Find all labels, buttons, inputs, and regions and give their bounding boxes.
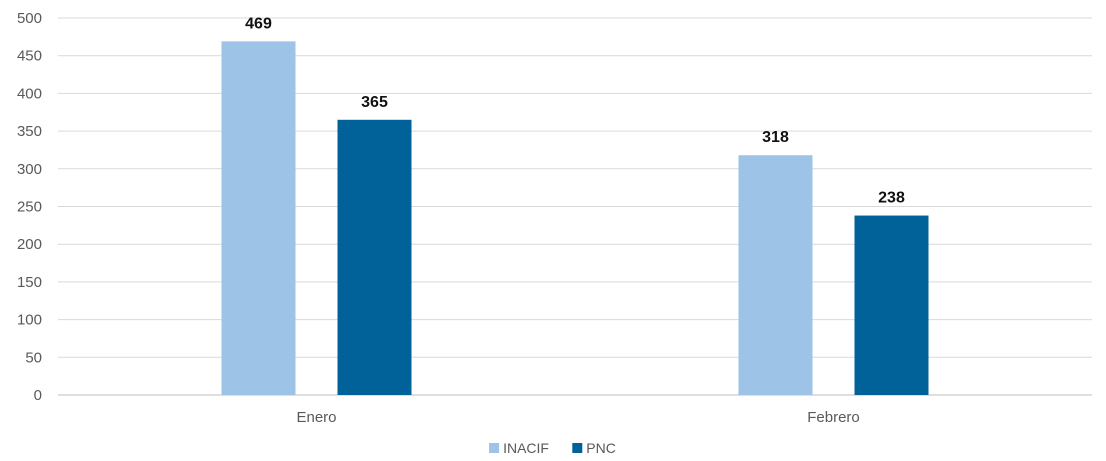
y-tick-label-400: 400	[17, 85, 42, 102]
y-tick-label-200: 200	[17, 236, 42, 253]
category-label-enero: Enero	[296, 409, 336, 426]
data-labels: 469 365 318 238	[245, 15, 905, 206]
y-axis: 0 50 100 150 200 250 300 350 400 450 500	[17, 10, 42, 404]
bar-pnc-febrero	[854, 215, 929, 395]
bar-inacif-febrero	[738, 155, 813, 395]
legend: INACIF PNC	[489, 440, 616, 456]
y-tick-label-500: 500	[17, 10, 42, 27]
y-tick-label-0: 0	[34, 387, 42, 404]
y-tick-label-350: 350	[17, 123, 42, 140]
gridlines	[58, 17, 1092, 396]
legend-label-pnc: PNC	[586, 440, 616, 456]
bars	[221, 41, 929, 396]
y-tick-label-100: 100	[17, 312, 42, 329]
y-tick-label-250: 250	[17, 199, 42, 216]
category-label-febrero: Febrero	[807, 409, 860, 426]
bar-pnc-enero	[337, 119, 412, 395]
bar-inacif-enero	[221, 41, 296, 396]
data-label-inacif-enero: 469	[245, 15, 272, 32]
y-tick-label-300: 300	[17, 161, 42, 178]
data-label-pnc-enero: 365	[361, 94, 388, 111]
legend-swatch-inacif	[489, 443, 500, 453]
data-label-pnc-febrero: 238	[878, 190, 905, 207]
y-tick-label-50: 50	[25, 349, 42, 366]
legend-label-inacif: INACIF	[503, 440, 549, 456]
y-tick-label-450: 450	[17, 48, 42, 65]
legend-swatch-pnc	[572, 443, 583, 453]
data-label-inacif-febrero: 318	[762, 129, 789, 146]
x-axis: Enero Febrero	[296, 409, 859, 426]
y-tick-label-150: 150	[17, 274, 42, 291]
